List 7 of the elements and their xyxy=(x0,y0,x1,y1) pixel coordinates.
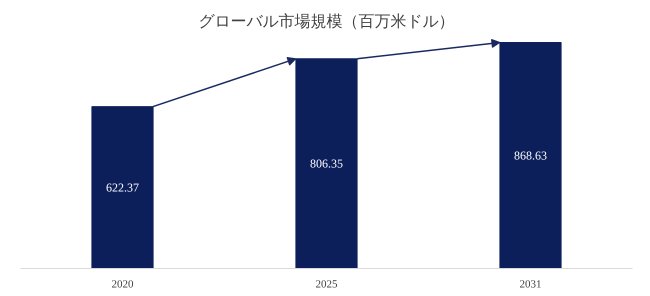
data-label: 622.37 xyxy=(106,180,139,195)
data-label: 806.35 xyxy=(310,156,343,171)
chart-title: グローバル市場規模（百万米ドル） xyxy=(198,12,454,30)
x-tick-label: 2020 xyxy=(112,278,134,290)
x-tick-label: 2025 xyxy=(316,278,338,290)
x-tick-label: 2031 xyxy=(520,278,542,290)
data-label: 868.63 xyxy=(514,148,547,163)
